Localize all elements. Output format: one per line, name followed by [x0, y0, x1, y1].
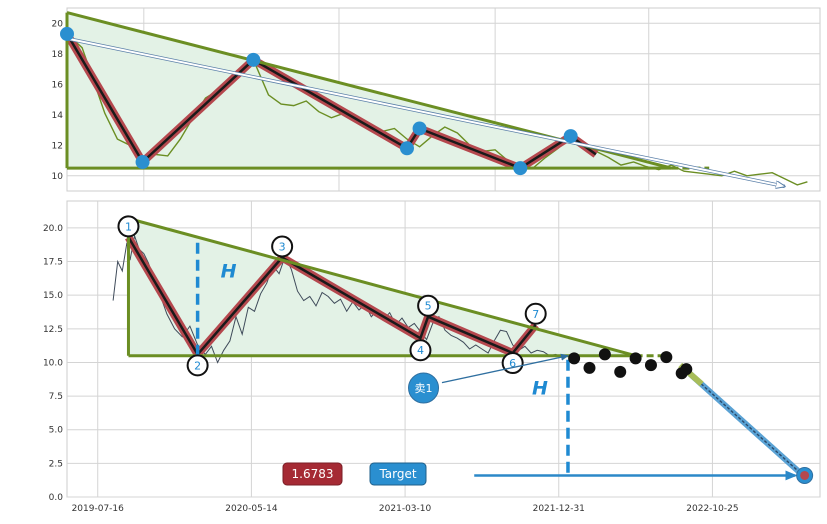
sell-label: 卖1 [415, 382, 433, 395]
pivot-label: 6 [509, 357, 516, 370]
target-box [369, 462, 427, 486]
pivot-point [60, 26, 74, 41]
pivot-label: 5 [425, 300, 432, 313]
pivot-label: 7 [532, 308, 539, 321]
pivot-point [412, 121, 427, 136]
sell-arrow [441, 353, 569, 384]
breakout-point [598, 348, 611, 361]
pivot-circle [186, 354, 209, 377]
pivot-point [513, 161, 528, 176]
y-tick-label: 12.5 [43, 325, 63, 335]
y-tick-label: 10 [52, 172, 64, 182]
pivot-label: 4 [417, 344, 424, 357]
pivot-label: 1 [125, 220, 132, 233]
target-point-center [800, 470, 810, 480]
y-tick-label: 15.0 [43, 291, 63, 301]
x-tick-label: 2020-05-14 [225, 504, 278, 514]
pivot-circle [417, 294, 440, 317]
x-tick-label: 2021-12-31 [533, 504, 585, 514]
pivot-circle [117, 215, 140, 238]
y-tick-label: 17.5 [43, 258, 63, 268]
pivot-point [246, 52, 261, 67]
breakout-point [660, 351, 673, 364]
height-label: H [532, 378, 548, 400]
y-tick-label: 18 [52, 50, 64, 60]
ratio-label: 1.6783 [292, 467, 334, 481]
breakout-point [644, 359, 657, 372]
pivot-point [399, 141, 414, 156]
breakout-point [680, 363, 693, 376]
breakout-point [614, 365, 627, 378]
target-label: Target [378, 467, 416, 481]
pivot-label: 3 [279, 241, 286, 254]
y-tick-label: 10.0 [43, 358, 63, 368]
height-label: H [221, 261, 237, 283]
y-tick-label: 5.0 [49, 426, 64, 436]
y-tick-label: 16 [52, 80, 64, 90]
pivot-circle [409, 339, 432, 362]
pivot-circle [524, 302, 547, 325]
pivot-point [135, 155, 150, 170]
ratio-box [282, 462, 343, 486]
x-tick-label: 2022-10-25 [686, 504, 738, 514]
y-tick-label: 20.0 [43, 224, 63, 234]
x-tick-label: 2021-03-10 [379, 504, 432, 514]
y-tick-label: 2.5 [49, 459, 63, 469]
y-tick-label: 7.5 [49, 392, 63, 402]
breakout-point [568, 352, 581, 365]
sell-marker [408, 372, 440, 404]
trend-arrow [66, 37, 785, 187]
breakout-point [629, 352, 642, 365]
pivot-circle [271, 235, 294, 258]
pivot-point [563, 129, 578, 144]
breakout-point [583, 361, 596, 374]
upper-trendline [128, 217, 636, 358]
y-tick-label: 0.0 [49, 493, 64, 503]
price-line [112, 234, 563, 364]
breakout-projection-core [685, 370, 806, 478]
x-tick-label: 2019-07-16 [72, 504, 125, 514]
y-tick-label: 20 [52, 19, 64, 29]
y-tick-label: 12 [52, 141, 63, 151]
pivot-label: 2 [194, 359, 201, 372]
y-tick-label: 14 [52, 111, 64, 121]
